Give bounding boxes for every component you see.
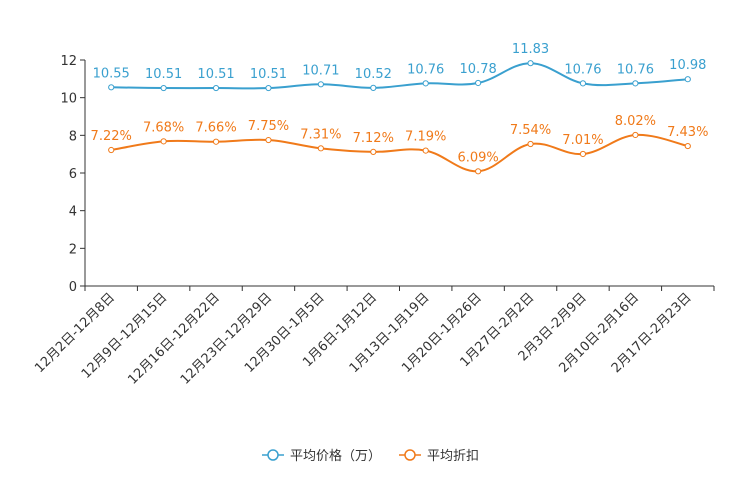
data-label: 7.68% xyxy=(143,120,184,135)
x-tick-label: 12月23日-12月29日 xyxy=(178,290,275,387)
data-label: 7.54% xyxy=(510,123,551,138)
data-label: 10.71 xyxy=(302,63,339,78)
data-point xyxy=(317,81,324,88)
data-point xyxy=(632,131,639,139)
data-point xyxy=(422,80,429,87)
data-point xyxy=(527,60,534,67)
legend-item-2: 平均折扣 xyxy=(399,449,479,464)
data-point xyxy=(265,136,272,144)
y-tick-label: 4 xyxy=(69,205,77,220)
axes: 02468101212月2日-12月8日12月9日-12月15日12月16日-1… xyxy=(32,54,715,388)
legend-label: 平均价格（万） xyxy=(290,448,381,464)
series-line xyxy=(111,133,689,173)
data-label: 10.55 xyxy=(93,66,130,81)
data-label: 7.43% xyxy=(667,125,708,140)
data-label: 7.75% xyxy=(248,119,289,134)
data-point xyxy=(684,76,691,83)
data-label: 8.02% xyxy=(615,114,656,129)
data-point xyxy=(422,147,429,154)
y-tick-label: 12 xyxy=(60,54,77,69)
data-point xyxy=(265,84,272,92)
data-point xyxy=(108,84,115,91)
series-layer: 10.55 10.51 10.51 10.51 10.71 10.52 10.76 10.78… xyxy=(91,42,708,175)
data-point xyxy=(684,142,691,150)
y-tick-label: 10 xyxy=(60,92,77,107)
legend-item-1: 平均价格（万） xyxy=(262,448,381,464)
data-label: 10.51 xyxy=(197,67,234,82)
data-point xyxy=(370,148,377,156)
data-point xyxy=(108,146,115,154)
data-point xyxy=(160,84,167,92)
data-label: 7.12% xyxy=(353,131,394,146)
data-point xyxy=(212,138,220,145)
data-point xyxy=(212,84,220,92)
data-point xyxy=(579,80,587,87)
series-2: 7.22% 7.68% 7.66% 7.75% 7.31% 7.12% 7.19% 6.09%… xyxy=(91,114,708,175)
series-line xyxy=(111,62,688,90)
y-tick-label: 6 xyxy=(69,167,77,182)
data-label: 7.66% xyxy=(195,121,236,136)
data-label: 10.51 xyxy=(145,67,182,82)
data-label: 10.78 xyxy=(460,62,497,77)
data-point xyxy=(579,150,587,158)
x-tick-label: 12月16日-12月22日 xyxy=(125,290,222,387)
data-point xyxy=(370,84,377,91)
data-label: 7.22% xyxy=(91,129,132,144)
y-tick-label: 0 xyxy=(69,280,77,295)
legend-marker-icon xyxy=(404,449,416,461)
data-label: 7.01% xyxy=(562,133,603,148)
data-point xyxy=(632,80,639,87)
data-label: 10.76 xyxy=(617,62,654,77)
legend-marker-icon xyxy=(267,449,279,461)
legend: 平均价格（万） 平均折扣 xyxy=(262,448,479,464)
data-label: 10.98 xyxy=(669,58,706,73)
data-label: 10.52 xyxy=(355,67,392,82)
data-label: 7.31% xyxy=(300,127,341,142)
data-point xyxy=(475,79,482,87)
data-point xyxy=(160,138,167,145)
y-tick-label: 2 xyxy=(69,242,77,257)
y-tick-label: 8 xyxy=(69,129,77,144)
series-1: 10.55 10.51 10.51 10.51 10.71 10.52 10.76 10.78… xyxy=(93,42,706,92)
data-label: 10.76 xyxy=(564,62,601,77)
data-label: 6.09% xyxy=(457,150,498,165)
data-label: 10.76 xyxy=(407,62,444,77)
data-label: 10.51 xyxy=(250,67,287,82)
data-label: 7.19% xyxy=(405,130,446,145)
data-point xyxy=(317,145,324,152)
legend-label: 平均折扣 xyxy=(427,449,479,464)
data-point xyxy=(527,140,534,148)
data-point xyxy=(475,168,482,175)
data-label: 11.83 xyxy=(512,42,549,57)
